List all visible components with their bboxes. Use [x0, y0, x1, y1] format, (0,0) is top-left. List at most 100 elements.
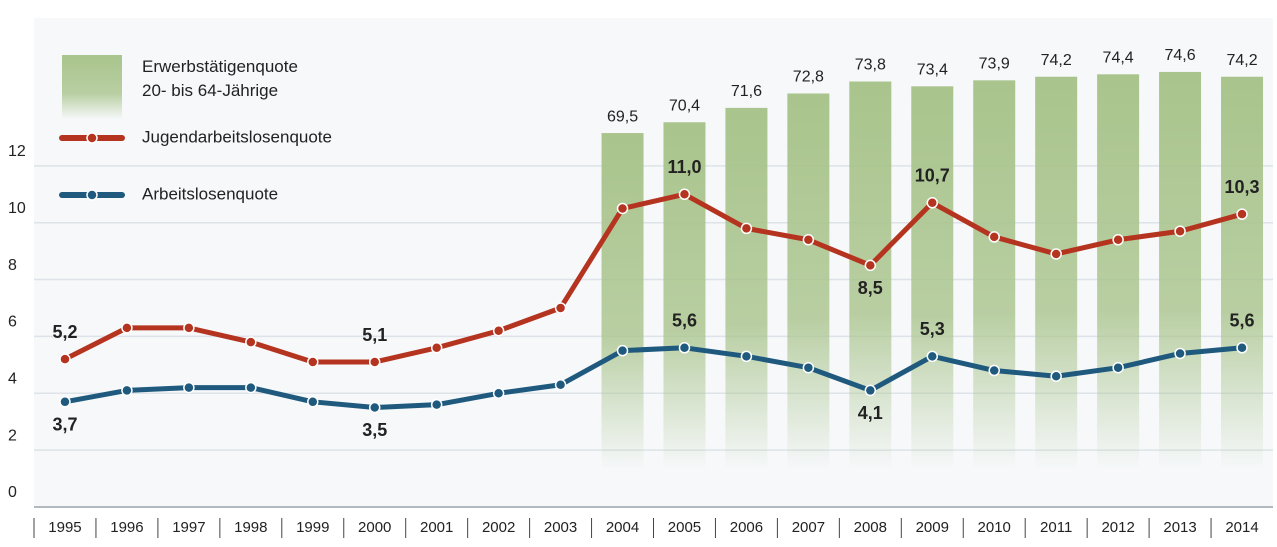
bar	[1159, 72, 1201, 470]
marker	[122, 385, 132, 395]
marker	[1237, 343, 1247, 353]
x-tick-label: 2007	[792, 519, 825, 536]
x-tick-label: 1997	[172, 519, 205, 536]
bar-value-label: 71,6	[731, 83, 762, 100]
value-label: 11,0	[667, 157, 701, 177]
marker	[927, 198, 937, 208]
marker	[494, 326, 504, 336]
value-label: 5,3	[920, 319, 945, 339]
x-tick-label: 2009	[916, 519, 949, 536]
value-label: 10,7	[915, 166, 950, 186]
x-tick-label: 2003	[544, 519, 577, 536]
legend-label: Arbeitslosenquote	[142, 184, 278, 203]
marker	[370, 402, 380, 412]
value-label: 5,1	[362, 325, 387, 345]
bar	[602, 133, 644, 470]
marker	[1113, 363, 1123, 373]
marker	[556, 380, 566, 390]
x-tick-label: 1998	[234, 519, 267, 536]
y-tick-label: 4	[8, 370, 17, 387]
marker	[1175, 348, 1185, 358]
y-tick-label: 6	[8, 314, 17, 331]
marker	[865, 385, 875, 395]
bar	[787, 94, 829, 470]
value-label: 10,3	[1225, 177, 1260, 197]
marker	[1175, 226, 1185, 236]
x-tick-label: 2008	[854, 519, 887, 536]
bar	[1221, 77, 1263, 470]
x-tick-label: 1999	[296, 519, 329, 536]
value-label: 4,1	[858, 403, 883, 423]
y-tick-label: 10	[8, 200, 26, 217]
x-tick-label: 2002	[482, 519, 515, 536]
marker	[308, 357, 318, 367]
marker	[803, 363, 813, 373]
bar-value-label: 73,4	[917, 62, 948, 79]
bar-value-label: 72,8	[793, 69, 824, 86]
value-label: 5,6	[672, 311, 697, 331]
bar-value-label: 74,6	[1165, 47, 1196, 64]
y-tick-label: 2	[8, 427, 17, 444]
x-tick-label: 1995	[48, 519, 81, 536]
marker	[122, 323, 132, 333]
bar	[725, 108, 767, 470]
bar	[1097, 74, 1139, 470]
value-label: 3,5	[362, 420, 387, 440]
marker	[1051, 249, 1061, 259]
marker	[60, 354, 70, 364]
marker	[989, 232, 999, 242]
y-tick-label: 12	[8, 143, 26, 160]
marker	[1051, 371, 1061, 381]
bar	[911, 86, 953, 470]
bar-value-label: 69,5	[607, 108, 638, 125]
bar	[1035, 77, 1077, 470]
marker	[246, 337, 256, 347]
marker	[865, 260, 875, 270]
marker	[679, 343, 689, 353]
x-tick-label: 1996	[110, 519, 143, 536]
marker	[989, 366, 999, 376]
marker	[370, 357, 380, 367]
marker	[679, 189, 689, 199]
marker	[741, 223, 751, 233]
marker	[494, 388, 504, 398]
marker	[308, 397, 318, 407]
x-tick-label: 2005	[668, 519, 701, 536]
bar-value-label: 70,4	[669, 97, 700, 114]
value-label: 5,6	[1230, 311, 1255, 331]
bar-value-label: 74,2	[1041, 52, 1072, 69]
marker	[741, 351, 751, 361]
marker	[432, 400, 442, 410]
marker	[246, 383, 256, 393]
marker	[927, 351, 937, 361]
bar-value-label: 73,8	[855, 57, 886, 74]
x-tick-label: 2004	[606, 519, 639, 536]
value-label: 3,7	[52, 415, 77, 435]
legend-marker	[87, 133, 97, 143]
x-tick-label: 2013	[1163, 519, 1196, 536]
legend-marker	[87, 190, 97, 200]
x-tick-label: 2006	[730, 519, 763, 536]
marker	[618, 346, 628, 356]
marker	[184, 383, 194, 393]
marker	[1113, 235, 1123, 245]
bar-value-label: 73,9	[979, 56, 1010, 73]
x-tick-label: 2001	[420, 519, 453, 536]
bar-value-label: 74,4	[1103, 50, 1134, 67]
x-tick-label: 2010	[978, 519, 1011, 536]
chart: 0 2 4 6 8 10 12 1995 1996 1997 1998 1999 2000 2001 200…	[0, 0, 1277, 547]
bar	[973, 80, 1015, 470]
x-tick-label: 2011	[1040, 519, 1072, 536]
legend-swatch	[62, 55, 122, 119]
x-tick-label: 2012	[1101, 519, 1134, 536]
x-tick-label: 2000	[358, 519, 391, 536]
marker	[803, 235, 813, 245]
y-tick-label: 0	[8, 484, 17, 501]
marker	[1237, 209, 1247, 219]
marker	[432, 343, 442, 353]
bar-value-label: 74,2	[1226, 52, 1257, 69]
x-tick-label: 2014	[1225, 519, 1258, 536]
y-tick-label: 8	[8, 257, 17, 274]
value-label: 8,5	[858, 278, 883, 298]
value-label: 5,2	[52, 322, 77, 342]
